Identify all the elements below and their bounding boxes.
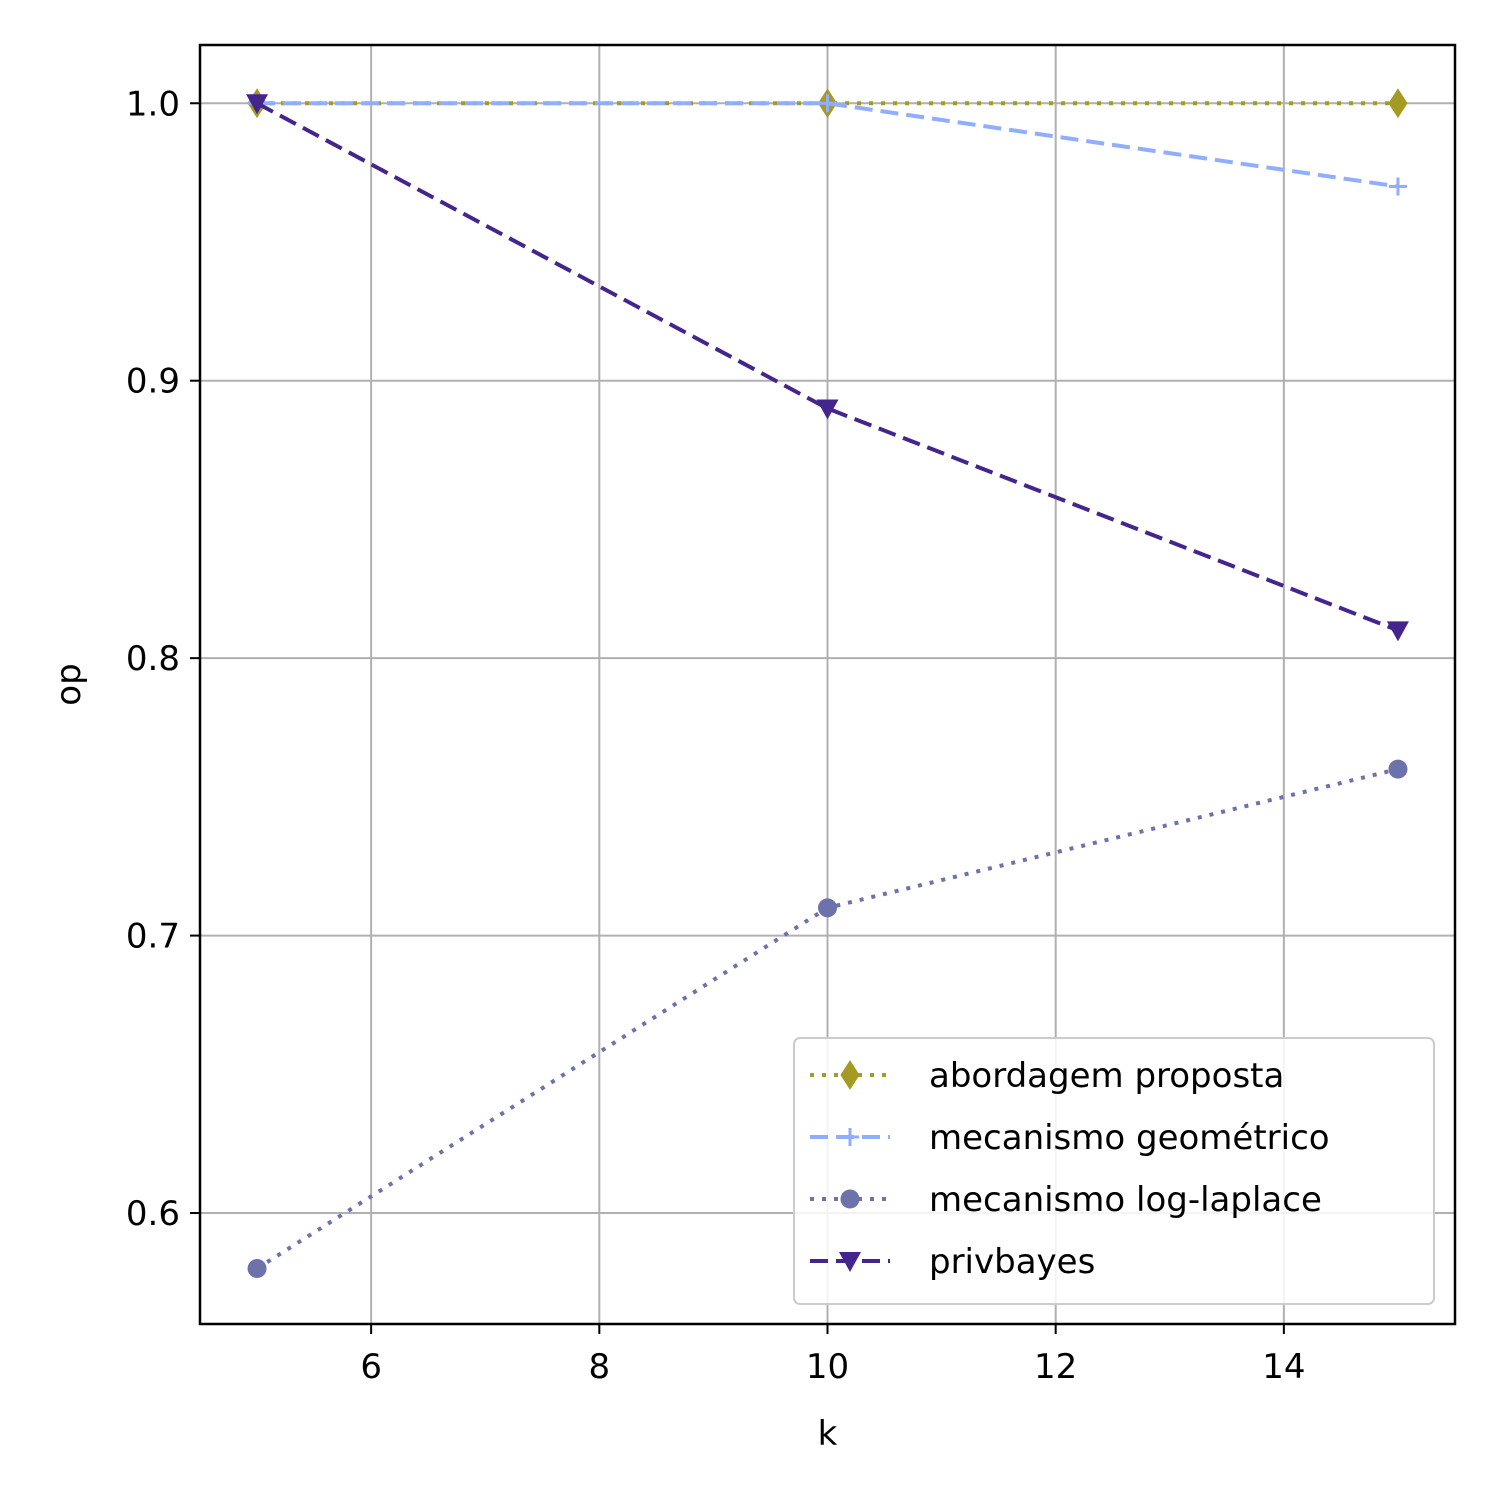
- data-point: [247, 1259, 267, 1279]
- data-point: [818, 898, 837, 918]
- data-point: [246, 94, 269, 115]
- legend-marker: [840, 1189, 860, 1209]
- data-point: [818, 94, 837, 113]
- series-line: [256, 101, 1399, 633]
- legend-marker: [841, 1128, 859, 1146]
- y-tick-label: 0.9: [126, 362, 180, 402]
- data-point: [1388, 759, 1408, 779]
- data-point: [1388, 177, 1407, 196]
- legend-entry: abordagem proposta: [810, 1056, 1284, 1096]
- legend-label: mecanismo log-laplace: [929, 1180, 1322, 1220]
- legend-box: [793, 1037, 1435, 1305]
- legend-marker: [839, 1252, 861, 1272]
- series-2: [247, 759, 1408, 1279]
- x-tick-label: 6: [360, 1347, 382, 1387]
- y-axis-ticks: 0.6 0.7 0.8 0.9 1.0: [126, 84, 200, 1234]
- legend: abordagem proposta mecanismo geométrico me…: [793, 1037, 1435, 1305]
- legend-label: abordagem proposta: [929, 1056, 1284, 1096]
- series-line: [257, 101, 1399, 189]
- legend-marker: [840, 1060, 860, 1090]
- legend-label: privbayes: [929, 1242, 1095, 1282]
- data-point: [816, 399, 839, 420]
- series-lines: [246, 88, 1409, 1279]
- y-tick-label: 0.7: [126, 917, 180, 957]
- plot-frame: [198, 43, 1457, 1326]
- x-tick-label: 8: [588, 1347, 610, 1387]
- x-tick-label: 10: [806, 1347, 849, 1387]
- legend-entry: privbayes: [810, 1242, 1095, 1282]
- x-axis-label: k: [818, 1414, 838, 1454]
- y-tick-label: 0.8: [126, 639, 180, 679]
- y-axis-label: op: [49, 663, 89, 705]
- y-tick-label: 0.6: [126, 1194, 180, 1234]
- y-tick-label: 1.0: [126, 84, 180, 124]
- legend-entry: mecanismo geométrico: [810, 1118, 1330, 1158]
- series-3: [246, 94, 1409, 642]
- x-tick-label: 12: [1034, 1347, 1077, 1387]
- data-point: [1386, 621, 1409, 642]
- legend-entry: mecanismo log-laplace: [810, 1180, 1322, 1220]
- x-axis-ticks: 6 8 10 12 14: [360, 1324, 1305, 1387]
- legend-label: mecanismo geométrico: [929, 1118, 1330, 1158]
- x-tick-label: 14: [1262, 1347, 1305, 1387]
- data-point: [1388, 88, 1408, 119]
